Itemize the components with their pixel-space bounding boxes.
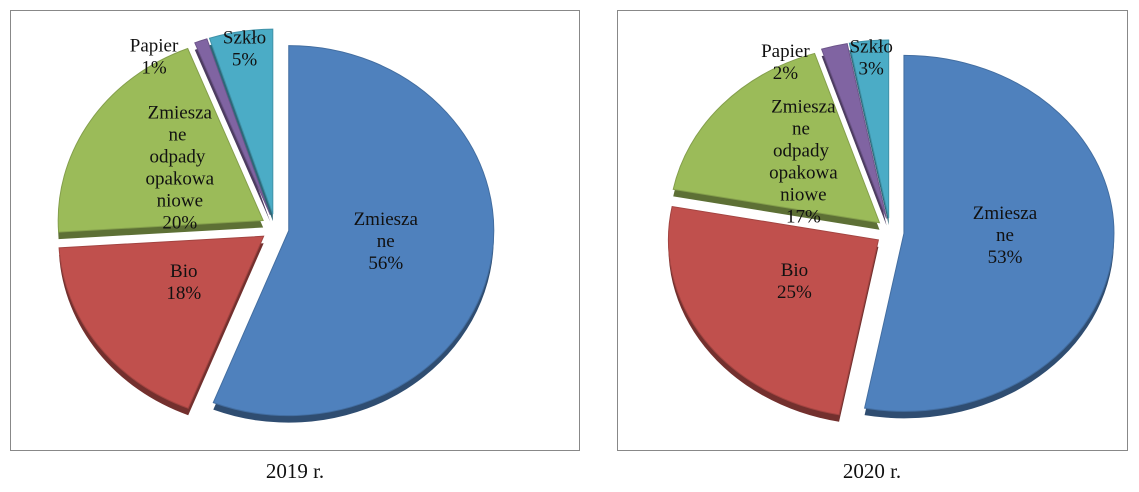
label-line: Zmiesza (354, 209, 419, 230)
label-line: niowe (780, 184, 826, 205)
slice-label: Papier (761, 41, 810, 62)
slice (212, 45, 495, 417)
label-line: Papier (761, 41, 810, 62)
value-label: 53% (988, 247, 1023, 268)
label-line: ne (792, 118, 815, 139)
label-line: odpady (149, 146, 210, 167)
slice (58, 235, 265, 409)
label-line: Zmiesza (973, 203, 1038, 224)
slice-label: Zmiesza ne odpady opakowa niowe (146, 102, 215, 211)
slice-label: Bio (170, 261, 197, 282)
slice (208, 28, 274, 215)
slice-label: Zmiesza ne (973, 203, 1038, 246)
slice-label: Papier (130, 36, 179, 57)
label-line: odpady (773, 140, 834, 161)
value-label: 1% (141, 58, 167, 79)
slice (848, 39, 890, 219)
value-label: 5% (232, 49, 258, 70)
value-label: 25% (777, 282, 812, 303)
slice (672, 52, 881, 224)
label-line: Szkło (223, 27, 266, 48)
label-line: niowe (157, 190, 203, 211)
slice-depth (194, 45, 271, 222)
label-line: opakowa (146, 168, 215, 189)
label-line: Szkło (850, 37, 893, 58)
value-label: 3% (859, 59, 885, 80)
slice (820, 43, 888, 219)
value-label: 18% (166, 283, 201, 304)
value-label: 56% (368, 253, 403, 274)
slice-label: Bio (781, 260, 808, 281)
label-line: Papier (130, 36, 179, 57)
label-line: Bio (781, 260, 808, 281)
slice-depth (821, 50, 887, 226)
value-label: 17% (786, 206, 821, 227)
chart-caption: 2019 r. (266, 459, 324, 483)
label-line: Bio (170, 261, 197, 282)
slice-label: Zmiesza ne (354, 209, 419, 252)
value-label: 20% (162, 212, 197, 233)
label-line: ne (996, 225, 1014, 246)
slice-label: Zmiesza ne odpady opakowa niowe (769, 96, 838, 205)
slice (57, 47, 264, 233)
label-line: ne (377, 231, 395, 252)
slice (194, 38, 271, 216)
label-line: Zmiesza (148, 102, 213, 123)
label-line: Zmiesza (771, 96, 836, 117)
label-line: opakowa (769, 162, 838, 183)
label-line: ne (168, 124, 191, 145)
slice-label: Szkło (223, 27, 266, 48)
chart-caption: 2020 r. (843, 459, 901, 483)
slice (863, 54, 1115, 412)
slice-label: Szkło (850, 37, 893, 58)
slice (667, 205, 880, 416)
value-label: 2% (773, 63, 799, 84)
